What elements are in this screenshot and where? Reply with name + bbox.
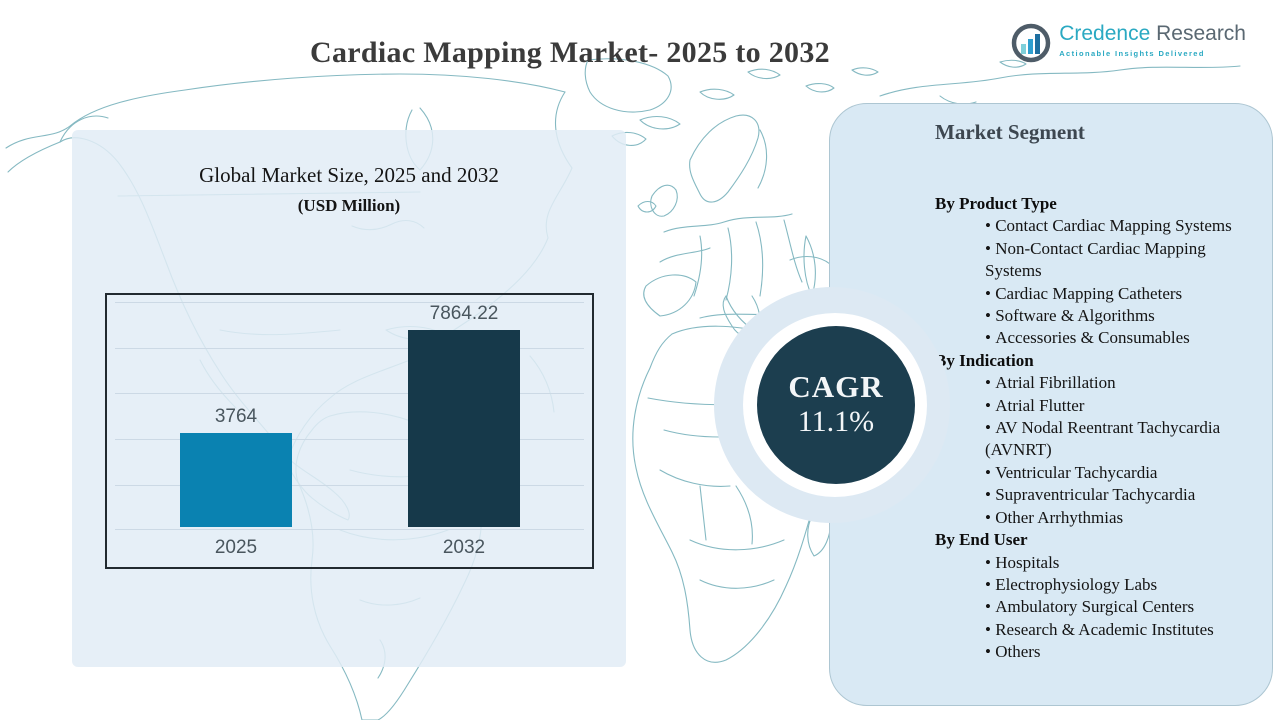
list-item: Atrial Fibrillation <box>985 372 1258 394</box>
gridline <box>115 485 584 486</box>
list-item: Electrophysiology Labs <box>985 574 1258 596</box>
segment-list-indication: Atrial Fibrillation Atrial Flutter AV No… <box>935 372 1258 529</box>
list-item: Non-Contact Cardiac Mapping Systems <box>985 238 1258 283</box>
bar-2025 <box>180 433 292 527</box>
market-segment-body: By Product Type Contact Cardiac Mapping … <box>935 193 1258 664</box>
credence-research-logo: Credence Research Actionable Insights De… <box>1010 22 1246 69</box>
list-item: Ambulatory Surgical Centers <box>985 596 1258 618</box>
segment-list-end-user: Hospitals Electrophysiology Labs Ambulat… <box>935 552 1258 664</box>
gridline <box>115 348 584 349</box>
chart-panel-background <box>72 130 626 667</box>
market-segment-panel: Market Segment By Product Type Contact C… <box>829 103 1273 706</box>
list-item: AV Nodal Reentrant Tachycardia (AVNRT) <box>985 417 1258 462</box>
bar-group-2032: 7864.22 2032 <box>408 303 520 558</box>
segment-list-product-type: Contact Cardiac Mapping Systems Non-Cont… <box>935 215 1258 349</box>
market-segment-title: Market Segment <box>935 120 1085 144</box>
bar-value-label-2032: 7864.22 <box>429 303 499 324</box>
bar-chart: 3764 2025 7864.22 2032 <box>105 293 594 569</box>
list-item: Cardiac Mapping Catheters <box>985 283 1258 305</box>
chart-subtitle: (USD Million) <box>297 196 401 215</box>
list-item: Hospitals <box>985 552 1258 574</box>
segment-heading-indication: By Indication <box>935 350 1034 370</box>
list-item: Accessories & Consumables <box>985 327 1258 349</box>
list-item: Contact Cardiac Mapping Systems <box>985 215 1258 237</box>
segment-heading-end-user: By End User <box>935 530 1028 550</box>
list-item: Supraventricular Tachycardia <box>985 484 1258 506</box>
logo-brand-primary: Credence <box>1059 22 1151 45</box>
page-title: Cardiac Mapping Market- 2025 to 2032 <box>310 36 830 70</box>
logo-bar-chart-icon <box>1010 22 1052 69</box>
bar-2032 <box>408 330 520 527</box>
gridline <box>115 529 584 530</box>
gridline <box>115 393 584 394</box>
x-axis-label-2025: 2025 <box>214 537 258 558</box>
gridline <box>115 439 584 440</box>
logo-brand-text: Credence Research <box>1059 22 1246 45</box>
logo-brand-secondary: Research <box>1150 22 1246 45</box>
cagr-label: CAGR <box>788 369 884 404</box>
cagr-value: 11.1% <box>797 405 875 438</box>
bar-group-2025: 3764 2025 <box>180 406 292 558</box>
chart-title: Global Market Size, 2025 and 2032 <box>199 163 499 187</box>
cagr-badge: CAGR 11.1% <box>757 326 915 484</box>
gridline <box>115 302 584 303</box>
list-item: Atrial Flutter <box>985 395 1258 417</box>
list-item: Others <box>985 641 1258 663</box>
bar-value-label-2025: 3764 <box>214 406 258 427</box>
list-item: Ventricular Tachycardia <box>985 462 1258 484</box>
list-item: Other Arrhythmias <box>985 507 1258 529</box>
list-item: Research & Academic Institutes <box>985 619 1258 641</box>
segment-heading-product-type: By Product Type <box>935 194 1057 213</box>
list-item: Software & Algorithms <box>985 305 1258 327</box>
x-axis-label-2032: 2032 <box>442 537 486 558</box>
logo-tagline: Actionable Insights Delivered <box>1059 49 1205 58</box>
